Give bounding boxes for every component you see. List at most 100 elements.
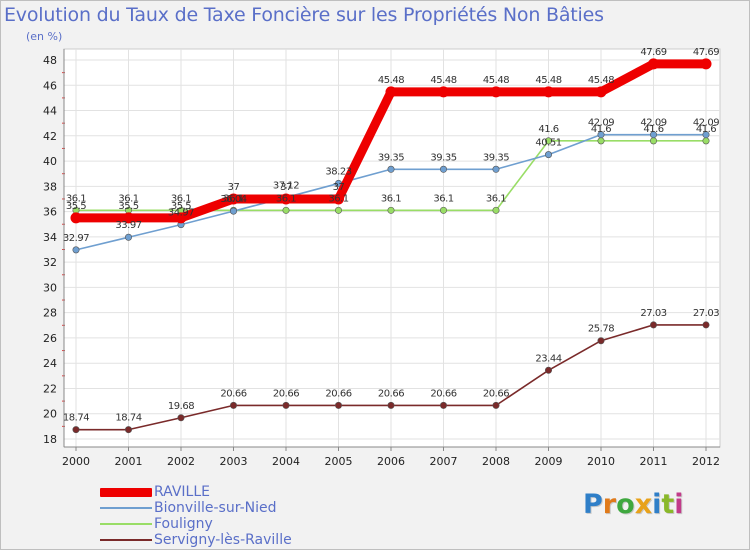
grid — [63, 48, 721, 448]
legend-label-bionville: Bionville-sur-Nied — [154, 500, 277, 516]
brand-letter: i — [674, 489, 684, 520]
y-tick-label: 28 — [43, 307, 57, 320]
data-point-bionville — [649, 131, 657, 139]
y-tick-label: 48 — [43, 54, 57, 67]
data-label-servigny: 20.66 — [483, 388, 509, 399]
y-tick-label: 24 — [43, 357, 57, 370]
data-point-bionville — [72, 246, 80, 254]
legend-swatch-fouligny — [100, 523, 152, 525]
data-point-raville — [543, 86, 554, 98]
y-tick-label: 30 — [43, 281, 57, 294]
data-label-bionville: 33.97 — [115, 220, 141, 231]
data-label-fouligny: 36.1 — [381, 193, 401, 204]
x-tick-label: 2003 — [220, 455, 248, 468]
data-point-servigny — [72, 426, 80, 434]
data-label-bionville: 37.12 — [273, 180, 299, 191]
y-tick-label: 34 — [43, 231, 57, 244]
legend-label-servigny: Servigny-lès-Raville — [154, 532, 292, 548]
data-label-raville: 37 — [228, 182, 240, 193]
data-point-servigny — [177, 414, 185, 422]
y-tick-label: 40 — [43, 155, 57, 168]
data-label-raville: 35.5 — [118, 201, 138, 212]
data-label-bionville: 42.09 — [640, 118, 666, 129]
y-tick-label: 26 — [43, 332, 57, 345]
data-point-fouligny — [334, 206, 342, 214]
x-tick-label: 2007 — [430, 455, 458, 468]
data-point-bionville — [439, 165, 447, 173]
data-label-fouligny: 41.6 — [538, 124, 558, 135]
legend-label-fouligny: Fouligny — [154, 516, 213, 532]
legend-swatch-bionville — [100, 507, 152, 509]
data-point-fouligny — [544, 137, 552, 145]
legend-swatch-raville — [100, 488, 152, 497]
y-tick-label: 18 — [43, 433, 57, 446]
data-label-bionville: 40.51 — [535, 138, 561, 149]
data-point-servigny — [282, 401, 290, 409]
data-point-fouligny — [597, 137, 605, 145]
data-point-raville — [438, 86, 449, 98]
data-point-bionville — [230, 207, 238, 215]
data-label-servigny: 20.66 — [325, 388, 351, 399]
data-label-raville: 35.5 — [66, 201, 86, 212]
brand-letter: P — [583, 489, 603, 520]
data-label-servigny: 20.66 — [430, 388, 456, 399]
data-point-servigny — [334, 401, 342, 409]
data-point-fouligny — [439, 206, 447, 214]
data-label-servigny: 25.78 — [588, 324, 614, 335]
data-point-raville — [333, 193, 344, 205]
x-tick-label: 2004 — [272, 455, 300, 468]
data-labels: 18.74 18.74 19.68 20.66 20.66 20.66 20.66 20.66… — [63, 47, 720, 424]
data-label-bionville: 39.35 — [378, 152, 404, 163]
x-tick-label: 2009 — [535, 455, 563, 468]
data-label-fouligny: 36.1 — [171, 193, 191, 204]
data-label-bionville: 39.35 — [430, 152, 456, 163]
data-point-bionville — [125, 233, 133, 241]
x-tick-label: 2000 — [62, 455, 90, 468]
x-tick-label: 2008 — [482, 455, 510, 468]
data-label-fouligny: 36.1 — [486, 193, 506, 204]
y-tick-label: 22 — [43, 382, 57, 395]
data-point-bionville — [492, 165, 500, 173]
y-tick-label: 20 — [43, 408, 57, 421]
y-tick-label: 38 — [43, 180, 57, 193]
data-label-raville: 35.5 — [171, 201, 191, 212]
legend-swatch-servigny — [100, 539, 152, 541]
data-label-fouligny: 36.1 — [433, 193, 453, 204]
y-tick-label: 42 — [43, 130, 57, 143]
x-tick-label: 2006 — [377, 455, 405, 468]
data-label-bionville: 39.35 — [483, 152, 509, 163]
data-point-servigny — [649, 321, 657, 329]
data-point-fouligny — [387, 206, 395, 214]
series-lines — [70, 58, 712, 434]
data-label-servigny: 18.74 — [63, 413, 89, 424]
axes: 18 20 22 24 26 28 30 32 34 36 38 40 42 44 46 48 2000 2001… — [43, 49, 720, 468]
brand-letter: t — [661, 489, 675, 520]
legend-label-raville: RAVILLE — [154, 484, 210, 500]
data-label-bionville: 42.09 — [693, 118, 719, 129]
data-point-raville — [490, 86, 502, 98]
data-point-bionville — [702, 131, 710, 139]
data-point-fouligny — [649, 137, 657, 145]
data-label-raville: 45.48 — [588, 75, 614, 86]
data-point-servigny — [387, 401, 395, 409]
brand-letter: i — [652, 489, 662, 520]
brand-letter: o — [616, 489, 635, 520]
data-point-servigny — [230, 401, 238, 409]
data-point-fouligny — [282, 206, 290, 214]
data-label-fouligny: 41.6 — [643, 124, 663, 135]
y-tick-label: 46 — [43, 79, 57, 92]
x-tick-label: 2012 — [692, 455, 720, 468]
data-label-servigny: 27.03 — [640, 308, 666, 319]
plot-area — [63, 48, 721, 448]
data-point-raville — [595, 86, 607, 98]
x-tick-label: 2005 — [325, 455, 353, 468]
data-label-fouligny: 41.6 — [591, 124, 611, 135]
data-point-servigny — [439, 401, 447, 409]
x-tick-label: 2011 — [640, 455, 668, 468]
data-label-raville: 45.48 — [535, 75, 561, 86]
data-label-raville: 37 — [333, 182, 345, 193]
data-point-fouligny — [702, 137, 710, 145]
data-point-servigny — [702, 321, 710, 329]
data-label-bionville: 34.97 — [168, 208, 194, 219]
